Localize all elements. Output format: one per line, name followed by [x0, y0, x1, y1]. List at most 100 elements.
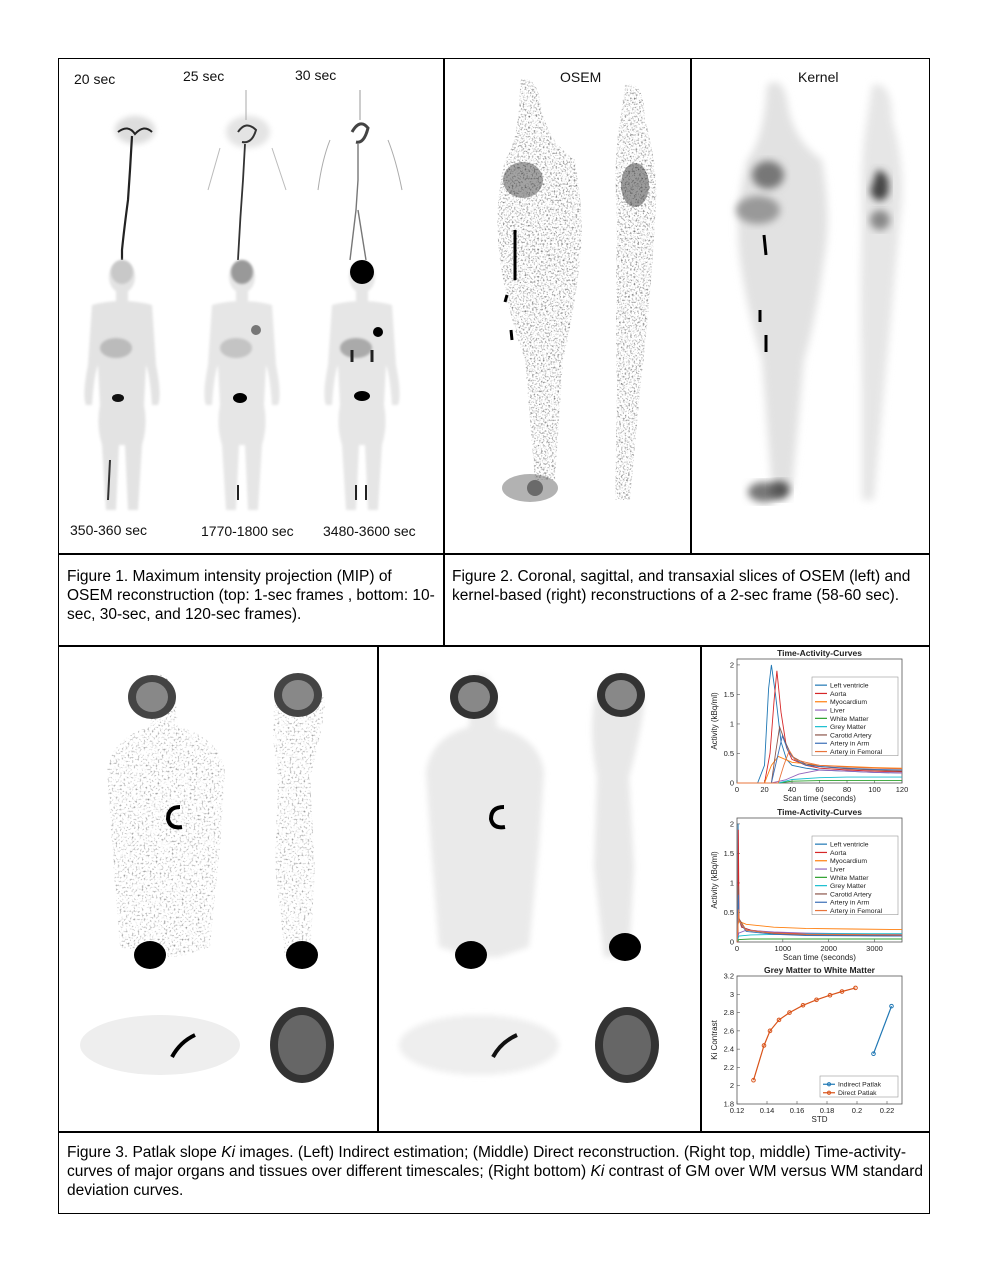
- mip-20sec: [115, 116, 155, 260]
- fig3-caption-part3: contrast of GM over WM versus WM standar…: [67, 1163, 923, 1199]
- series-line-artery-in-arm: [736, 894, 903, 943]
- legend-marker: [826, 1082, 832, 1087]
- chart-title: Grey Matter to White Matter: [764, 965, 876, 975]
- data-point: [853, 985, 858, 991]
- fig1-label-350-360sec: 350-360 sec: [70, 522, 148, 538]
- x-axis-label: Scan time (seconds): [783, 953, 856, 962]
- fig1-mip-images: [84, 90, 403, 510]
- x-tick-label: 0: [735, 785, 739, 794]
- data-point: [827, 992, 833, 998]
- divider-top-images-caption: [58, 553, 930, 555]
- legend-label: Left ventricle: [830, 683, 869, 690]
- legend-label: Liver: [830, 866, 845, 873]
- y-tick-label: 1.5: [724, 849, 734, 858]
- y-tick-label: 1: [730, 719, 734, 728]
- y-tick-label: 2: [730, 1081, 734, 1090]
- fig3-caption-ki-2: Ki: [590, 1163, 605, 1180]
- series-line-white-matter: [736, 938, 902, 943]
- legend-label: Myocardium: [830, 858, 867, 865]
- legend-label: Grey Matter: [830, 883, 867, 890]
- fig2-label-osem: OSEM: [560, 69, 602, 85]
- legend-label: Liver: [830, 707, 845, 714]
- divider-fig2-osem-kernel: [690, 58, 692, 553]
- series-line-artery-in-femoral: [737, 749, 903, 784]
- legend-label: White Matter: [830, 716, 869, 723]
- legend-label: Aorta: [830, 691, 846, 698]
- x-tick-label: 80: [843, 785, 851, 794]
- legend-label: Artery in Arm: [830, 741, 870, 748]
- legend-label: Artery in Femoral: [830, 749, 883, 756]
- y-tick-label: 0.5: [724, 908, 734, 917]
- y-axis-label: Ki Contrast: [710, 1019, 719, 1059]
- x-axis-label: STD: [812, 1115, 828, 1124]
- y-tick-label: 0.5: [724, 749, 734, 758]
- figure-frame: [58, 58, 930, 1214]
- legend-label: Carotid Artery: [830, 891, 872, 898]
- data-point: [889, 1003, 894, 1009]
- x-tick-label: 2000: [820, 944, 837, 953]
- divider-fig1-fig2: [443, 58, 445, 645]
- x-tick-label: 0.22: [880, 1106, 895, 1115]
- ki-contrast-chart: Grey Matter to White Matter 0.12 0.14 0.16 0…: [710, 965, 903, 1124]
- legend-label: Artery in Arm: [830, 900, 870, 907]
- legend-box: [811, 835, 899, 915]
- divider-fig3-caption: [58, 1131, 930, 1133]
- series-line-grey-matter: [736, 933, 902, 943]
- data-point: [751, 1077, 756, 1083]
- y-tick-label: 1.5: [724, 690, 734, 699]
- x-tick-label: 0.14: [760, 1106, 775, 1115]
- fig2-caption: Figure 2. Coronal, sagittal, and transax…: [452, 568, 911, 604]
- y-tick-label: 2.2: [724, 1063, 734, 1072]
- y-tick-label: 2.6: [724, 1026, 734, 1035]
- data-point: [761, 1043, 767, 1048]
- y-tick-label: 1: [730, 878, 734, 887]
- fig1-label-30sec: 30 sec: [295, 67, 337, 83]
- legend-label: White Matter: [830, 875, 869, 882]
- fig1-label-25sec: 25 sec: [183, 68, 225, 84]
- x-tick-label: 0.18: [820, 1106, 835, 1115]
- x-tick-label: 40: [788, 785, 796, 794]
- fig1-label-1770-1800sec: 1770-1800 sec: [201, 523, 294, 539]
- fig2-osem-images: [497, 79, 657, 502]
- y-tick-label: 2.8: [724, 1008, 734, 1017]
- mip-350-360sec: [84, 261, 160, 510]
- fig1-caption: Figure 1. Maximum intensity projection (…: [67, 568, 435, 623]
- y-tick-label: 2: [730, 660, 734, 669]
- legend-label: Myocardium: [830, 699, 867, 706]
- x-tick-label: 100: [868, 785, 881, 794]
- legend-marker: [826, 1090, 832, 1095]
- series-line-indirect-patlak: [872, 1005, 893, 1054]
- y-tick-label: 2: [730, 819, 734, 828]
- data-point: [871, 1051, 876, 1057]
- series-line-liver: [737, 769, 903, 784]
- data-point: [787, 1010, 792, 1015]
- tac-chart-long: Time-Activity-Curves 0 1000 2000 3000 0 0.5 1 1.…: [710, 807, 903, 962]
- legend-label: Indirect Patlak: [838, 1082, 882, 1089]
- x-tick-label: 120: [896, 785, 909, 794]
- legend-label: Artery in Femoral: [830, 908, 883, 915]
- x-tick-label: 0.2: [852, 1106, 862, 1115]
- x-tick-label: 0.12: [730, 1106, 745, 1115]
- x-tick-label: 0: [735, 944, 739, 953]
- y-tick-label: 0: [730, 938, 734, 947]
- data-point: [800, 1002, 806, 1008]
- y-tick-label: 2.4: [724, 1045, 734, 1054]
- fig3-caption: Figure 3. Patlak slope Ki images. (Left)…: [67, 1143, 925, 1200]
- fig3-indirect-ki-images: [80, 673, 334, 1083]
- divider-fig3-left-middle: [377, 645, 379, 1132]
- legend-box: [811, 676, 899, 756]
- y-tick-label: 0: [730, 779, 734, 788]
- y-tick-label: 3.2: [724, 972, 734, 981]
- fig1-label-20sec: 20 sec: [74, 71, 116, 87]
- mip-25sec: [207, 90, 287, 261]
- series-line-direct-patlak: [752, 987, 856, 1081]
- series-line-artery-in-femoral: [736, 909, 903, 943]
- x-tick-label: 0.16: [790, 1106, 805, 1115]
- fig3-caption-part1: Figure 3. Patlak slope: [67, 1144, 222, 1161]
- data-point: [776, 1017, 782, 1023]
- y-tick-label: 1.8: [724, 1100, 734, 1109]
- x-axis-label: Scan time (seconds): [783, 794, 856, 803]
- chart-title: Time-Activity-Curves: [777, 648, 862, 658]
- divider-top-bottom: [58, 645, 930, 647]
- x-tick-label: 1000: [774, 944, 791, 953]
